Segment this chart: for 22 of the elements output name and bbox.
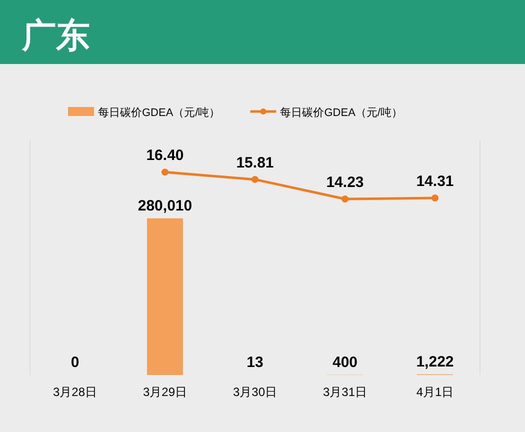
data-label: 15.81 xyxy=(236,154,274,172)
data-label: 16.40 xyxy=(146,147,184,164)
data-label: 280,010 xyxy=(138,197,192,214)
title-band: 广东 xyxy=(0,0,525,64)
point xyxy=(252,176,258,183)
data-label: 400 xyxy=(332,354,358,371)
point xyxy=(162,168,168,176)
legend-label: 每日碳价GDEA（元/吨） xyxy=(280,106,402,119)
data-label: 13 xyxy=(246,354,264,371)
legend-label: 每日碳价GDEA（元/吨） xyxy=(98,106,220,119)
x-tick-label: 3月28日 xyxy=(52,385,98,399)
data-label: 0 xyxy=(70,354,80,371)
data-label: 1,222 xyxy=(416,353,454,370)
x-tick-label: 3月30日 xyxy=(232,385,278,399)
data-label: 14.23 xyxy=(326,174,364,191)
data-label: 14.31 xyxy=(416,173,454,190)
point xyxy=(342,195,348,202)
x-tick-label: 3月31日 xyxy=(322,385,368,399)
chart-title: 广东 xyxy=(21,17,90,55)
x-tick-label: 3月29日 xyxy=(142,385,188,399)
x-tick-label: 4月1日 xyxy=(416,385,454,399)
point xyxy=(432,194,438,202)
